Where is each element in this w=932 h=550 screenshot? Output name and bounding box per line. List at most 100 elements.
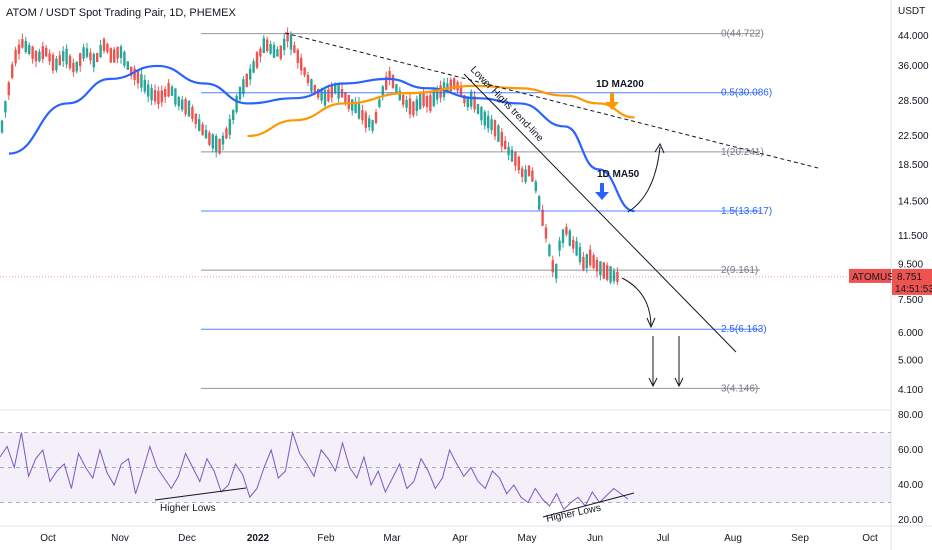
candle-body — [14, 49, 17, 64]
time-tick-label: Apr — [452, 533, 468, 544]
candle-body — [170, 86, 174, 96]
candle-body — [527, 165, 531, 176]
candle-body — [242, 79, 245, 95]
fib-level-label: 0.5(30.086) — [721, 88, 772, 99]
candle-body — [143, 79, 146, 92]
symbol-badge — [849, 268, 891, 283]
candle-body — [293, 45, 296, 53]
ma-series-line — [247, 84, 635, 138]
candle-body — [109, 48, 112, 63]
rsi-line — [0, 430, 629, 511]
candle-body — [55, 58, 58, 71]
candle-body — [208, 132, 211, 145]
candle-body — [0, 120, 4, 133]
candle-body — [72, 62, 75, 73]
candle-body — [303, 67, 306, 76]
candle-body — [147, 84, 150, 97]
candle-body — [28, 45, 31, 55]
candle-body — [436, 88, 439, 100]
time-tick-label: 2022 — [247, 533, 270, 544]
candle-body — [201, 124, 204, 136]
candle-body — [279, 45, 282, 59]
candle-body — [75, 61, 78, 72]
candle-body — [96, 53, 99, 63]
candle-body — [524, 169, 527, 182]
candle-body — [187, 100, 191, 117]
candle-body — [405, 100, 408, 108]
candle-body — [378, 99, 381, 107]
candle-body — [106, 43, 109, 52]
dashed-resistance-line — [284, 32, 819, 169]
candle-body — [439, 85, 442, 98]
candle-body — [514, 151, 517, 166]
candle-body — [262, 38, 265, 53]
candle-body — [45, 47, 48, 57]
candle-body — [17, 44, 21, 54]
rsi-pane: Higher Lows Higher Lows — [0, 430, 891, 525]
price-tick-label: 7.500 — [898, 295, 923, 306]
candle-body — [595, 259, 599, 272]
candle-body — [4, 101, 7, 113]
candle-body — [228, 119, 231, 135]
candle-body — [140, 74, 143, 88]
candle-body — [153, 90, 157, 102]
candle-body — [150, 87, 153, 101]
candle-body — [388, 71, 391, 80]
candle-body — [398, 90, 401, 101]
time-tick-label: Aug — [724, 533, 742, 544]
candle-body — [385, 76, 388, 90]
candle-body — [174, 88, 177, 105]
candle-body — [490, 119, 493, 131]
fib-levels: 0(44.722) 0.5(30.086) 1(20.241) 1.5(13.617)… — [201, 29, 772, 394]
fib-level-label: 3(4.146) — [721, 383, 758, 394]
fib-level-label: 1.5(13.617) — [721, 206, 772, 217]
candle-body — [374, 112, 378, 123]
rsi-tick-label: 80.00 — [898, 410, 923, 421]
candle-body — [211, 134, 214, 149]
candle-body — [589, 249, 592, 266]
time-axis: Oct Nov Dec 2022 Feb Mar Apr May Jun Jul Aug Sep Oct — [40, 533, 878, 544]
candle-body — [568, 230, 571, 246]
candle-body — [534, 181, 537, 192]
candle-body — [48, 53, 51, 62]
candle-body — [215, 136, 218, 152]
candle-body — [136, 71, 140, 84]
candle-body — [320, 90, 323, 101]
candle-body — [476, 104, 480, 114]
candle-body — [364, 112, 367, 128]
candle-body — [432, 91, 435, 107]
price-axis: USDT 44.000 36.000 28.500 22.500 18.500 14.500… — [898, 6, 929, 396]
candle-body — [368, 118, 371, 128]
candle-body — [238, 87, 242, 100]
candle-body — [561, 229, 565, 244]
candle-body — [310, 79, 313, 92]
candle-body — [470, 91, 473, 107]
candle-body — [327, 89, 330, 102]
time-tick-label: Jul — [657, 533, 670, 544]
candle-body — [449, 79, 452, 92]
candle-body — [276, 49, 279, 57]
candle-body — [578, 247, 582, 263]
label-trendline: Lower Highs trend-line — [468, 64, 546, 144]
candle-body — [402, 94, 405, 105]
candle-body — [65, 48, 68, 65]
candle-body — [259, 48, 262, 57]
candle-body — [164, 89, 167, 97]
candle-body — [252, 61, 255, 73]
price-badge-value: 8.751 — [897, 272, 922, 283]
candle-body — [62, 51, 65, 62]
candle-body — [466, 96, 469, 108]
candle-body — [599, 261, 602, 276]
candle-body — [313, 85, 316, 94]
arrow-down-blue-icon — [595, 183, 609, 200]
annotations: 1D MA200 1D MA50 Lower Highs trend-line — [468, 64, 684, 388]
candle-body — [473, 96, 476, 110]
candle-body — [181, 99, 184, 110]
price-tick-label: 4.100 — [898, 385, 923, 396]
candle-body — [7, 82, 10, 96]
rsi-axis: 80.00 60.00 40.00 20.00 — [898, 410, 923, 526]
candle-body — [99, 44, 102, 58]
price-tick-label: 44.000 — [898, 31, 929, 42]
